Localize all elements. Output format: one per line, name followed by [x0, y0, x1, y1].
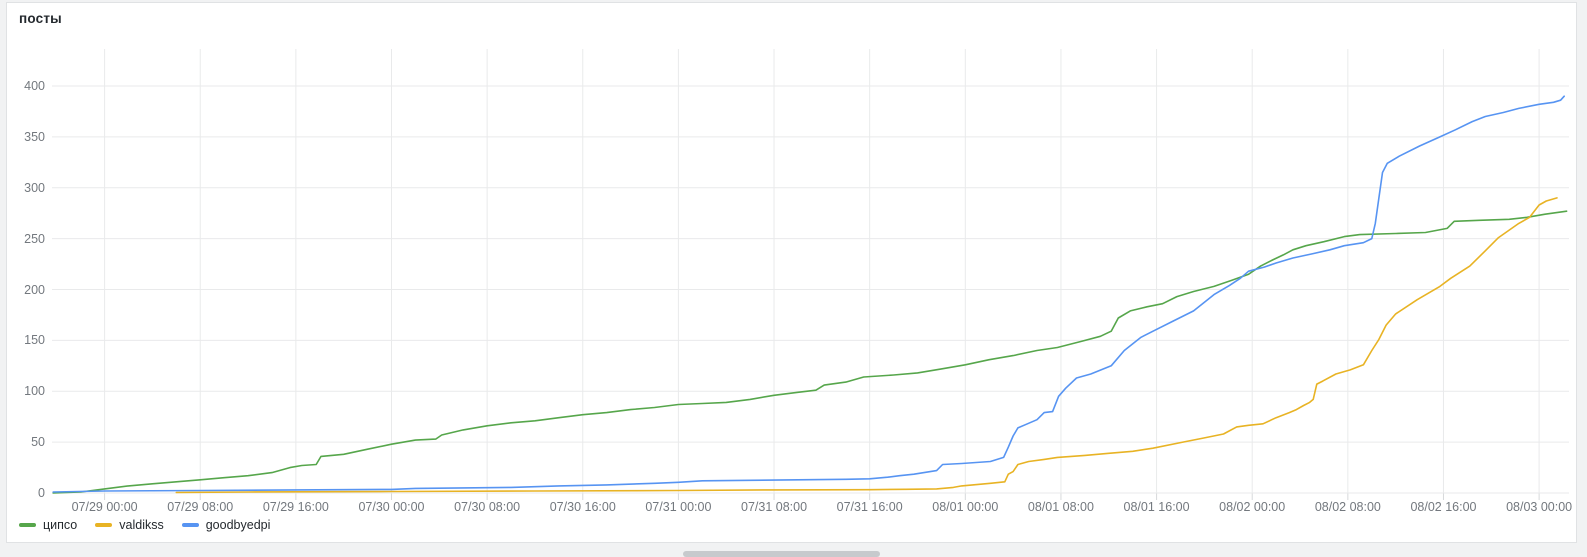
series-line-goodbyedpi[interactable] — [52, 95, 1565, 493]
x-axis-tick-label: 08/01 16:00 — [1123, 500, 1190, 514]
x-axis-tick-label: 08/01 08:00 — [1027, 500, 1094, 514]
x-axis-tick-label: 07/31 16:00 — [836, 500, 903, 514]
legend-label: goodbyedpi — [205, 518, 271, 532]
y-axis-tick-label: 350 — [24, 129, 45, 144]
x-axis-tick-label: 07/30 00:00 — [358, 500, 425, 514]
y-axis-tick-label: 250 — [24, 231, 45, 246]
x-axis-tick-label: 07/29 16:00 — [262, 500, 329, 514]
legend-item-valdikss[interactable]: valdikss — [95, 518, 164, 532]
y-axis-tick-label: 0 — [38, 486, 45, 500]
x-axis-tick-label: 08/03 00:00 — [1506, 500, 1573, 514]
panel-posts: посты 0 50 100 150 200 250 300 350 400 07/29 00:… — [6, 2, 1577, 543]
x-axis-tick-label: 08/02 08:00 — [1314, 500, 1381, 514]
x-axis-tick-label: 07/31 08:00 — [741, 500, 808, 514]
y-axis-tick-label: 300 — [24, 180, 45, 195]
x-axis-tick-label: 08/01 00:00 — [932, 500, 999, 514]
y-axis-tick-label: 200 — [24, 282, 45, 297]
series-line-valdikss[interactable] — [175, 197, 1558, 494]
legend-swatch-green — [19, 523, 36, 527]
legend-label: valdikss — [119, 518, 164, 532]
y-axis-tick-label: 400 — [24, 79, 45, 93]
x-axis-tick-label: 08/02 16:00 — [1410, 500, 1477, 514]
y-axis-tick-label: 50 — [31, 435, 45, 450]
legend-label: ципсо — [43, 518, 78, 532]
x-axis-tick-label: 07/30 16:00 — [549, 500, 616, 514]
series-line-ципсо[interactable] — [52, 210, 1568, 494]
x-axis-tick-label: 07/29 08:00 — [167, 500, 234, 514]
legend-swatch-yellow — [95, 523, 113, 527]
x-axis-tick-label: 08/02 00:00 — [1219, 500, 1286, 514]
horizontal-scrollbar-track[interactable] — [0, 545, 1587, 557]
x-axis-tick-label: 07/29 00:00 — [71, 500, 138, 514]
timeseries-chart[interactable] — [7, 3, 1587, 548]
chart-legend: ципсо valdikss goodbyedpi — [19, 518, 270, 532]
horizontal-scrollbar-thumb[interactable] — [683, 551, 880, 557]
panel-title: посты — [19, 11, 62, 26]
x-axis-tick-label: 07/30 08:00 — [454, 500, 521, 514]
legend-item-ципсо[interactable]: ципсо — [19, 518, 77, 532]
y-axis-tick-label: 100 — [24, 384, 45, 399]
y-axis-tick-label: 150 — [24, 333, 45, 348]
x-axis-tick-label: 07/31 00:00 — [645, 500, 712, 514]
legend-item-goodbyedpi[interactable]: goodbyedpi — [181, 518, 271, 532]
legend-swatch-blue — [181, 523, 199, 527]
